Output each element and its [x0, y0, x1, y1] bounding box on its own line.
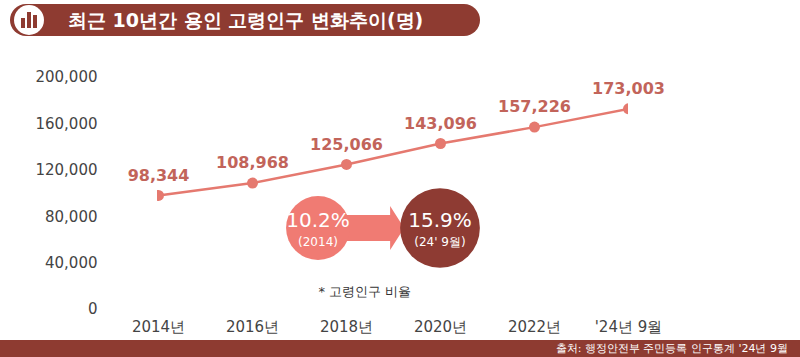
svg-text:98,344: 98,344 — [128, 166, 190, 185]
svg-text:160,000: 160,000 — [35, 115, 97, 133]
svg-text:(2014): (2014) — [298, 235, 338, 249]
svg-text:125,066: 125,066 — [310, 135, 383, 154]
svg-text:2022년: 2022년 — [508, 318, 561, 336]
svg-text:108,968: 108,968 — [216, 153, 289, 172]
svg-text:(24' 9월): (24' 9월) — [414, 235, 465, 249]
html-text:출처: 행정안전부 주민등록 인구통계 '24년 9월: 출처: 행정안전부 주민등록 인구통계 '24년 9월 — [555, 342, 788, 355]
svg-text:15.9%: 15.9% — [408, 208, 472, 232]
svg-text:80,000: 80,000 — [45, 208, 98, 226]
svg-text:173,003: 173,003 — [592, 79, 665, 98]
svg-text:200,000: 200,000 — [35, 68, 97, 86]
svg-text:2014년: 2014년 — [132, 318, 185, 336]
svg-text:120,000: 120,000 — [35, 161, 97, 179]
html-text:최근 10년간 용인 고령인구 변화추이(명): 최근 10년간 용인 고령인구 변화추이(명) — [68, 9, 424, 31]
svg-text:2018년: 2018년 — [320, 318, 373, 336]
svg-text:40,000: 40,000 — [45, 254, 98, 272]
svg-text:10.2%: 10.2% — [286, 208, 350, 232]
svg-text:2020년: 2020년 — [414, 318, 467, 336]
svg-text:* 고령인구 비율: * 고령인구 비율 — [319, 284, 412, 299]
svg-text:157,226: 157,226 — [498, 97, 571, 116]
svg-text:'24년 9월: '24년 9월 — [595, 318, 663, 336]
svg-text:2016년: 2016년 — [226, 318, 279, 336]
svg-text:143,096: 143,096 — [404, 114, 477, 133]
svg-text:0: 0 — [88, 300, 98, 318]
